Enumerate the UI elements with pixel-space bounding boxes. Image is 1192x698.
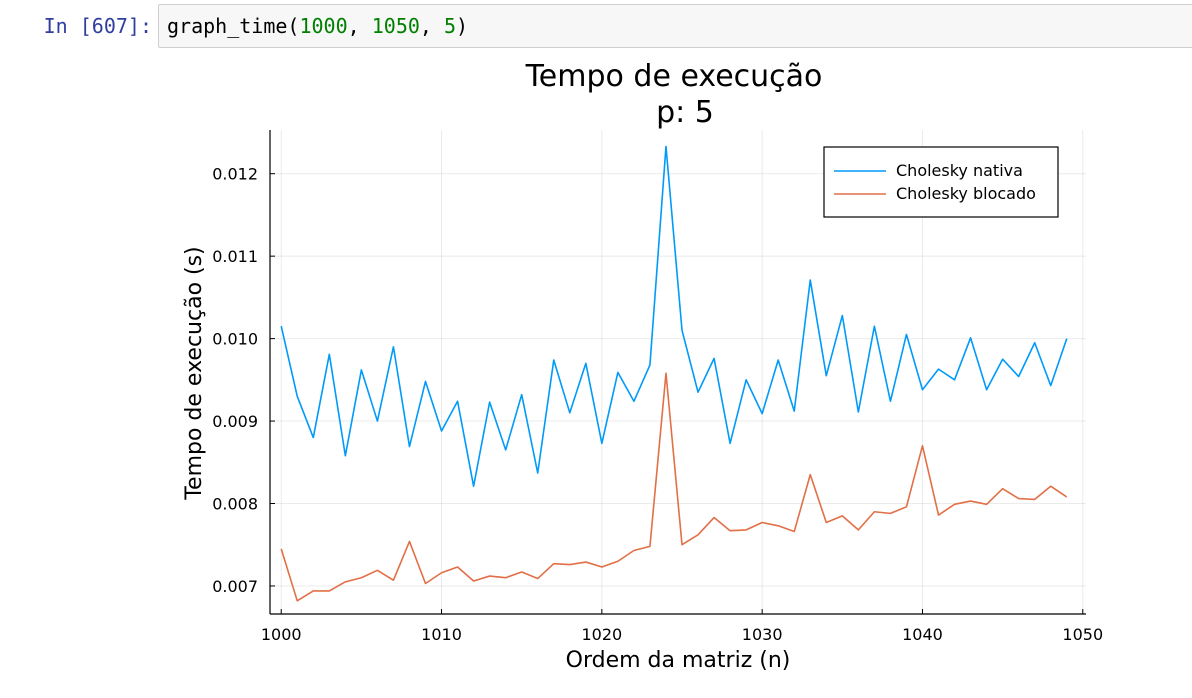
y-axis-label: Tempo de execução (s) xyxy=(182,246,207,500)
x-axis-label: Ordem da matriz (n) xyxy=(566,648,791,673)
legend-box xyxy=(823,146,1059,218)
chart-subtitle: p: 5 xyxy=(656,95,714,130)
y-tick-label: 0.012 xyxy=(212,165,258,184)
legend-label-cholesky-nativa: Cholesky nativa xyxy=(896,161,1023,180)
y-tick-label: 0.011 xyxy=(212,247,258,266)
y-tick-label: 0.009 xyxy=(212,412,258,431)
x-tick-label: 1000 xyxy=(261,625,302,644)
x-tick-label: 1020 xyxy=(581,625,622,644)
y-tick-label: 0.008 xyxy=(212,495,258,514)
y-tick-label: 0.007 xyxy=(212,577,258,596)
cell-prompt: In [607]: xyxy=(43,14,152,38)
code-arg-step: 5 xyxy=(444,14,457,38)
legend-label-cholesky-blocado: Cholesky blocado xyxy=(896,184,1036,203)
series-line-cholesky-blocado xyxy=(280,372,1068,602)
code-input[interactable]: graph_time(1000, 1050, 5) xyxy=(158,4,1192,48)
code-arg-start: 1000 xyxy=(299,14,348,38)
x-tick-label: 1030 xyxy=(742,625,783,644)
execution-time-chart: 1000 1010 1020 1030 1040 1050 0.007 0.008 0.009 0… xyxy=(182,59,1103,673)
x-tick-label: 1050 xyxy=(1062,625,1103,644)
series-layer xyxy=(280,145,1068,602)
code-function-name: graph_time xyxy=(167,14,288,38)
code-arg-end: 1050 xyxy=(371,14,420,38)
code-separator: , xyxy=(419,14,444,38)
legend: Cholesky nativa Cholesky blocado xyxy=(823,146,1059,218)
x-tick-label: 1040 xyxy=(902,625,943,644)
code-close-paren: ) xyxy=(456,14,469,38)
code-open-paren: ( xyxy=(287,14,300,38)
code-separator: , xyxy=(347,14,372,38)
axes-layer: 1000 1010 1020 1030 1040 1050 0.007 0.008 0.009 0… xyxy=(212,130,1103,644)
chart-title: Tempo de execução xyxy=(525,59,823,94)
y-tick-label: 0.010 xyxy=(212,330,258,349)
grid-layer xyxy=(270,130,1086,614)
series-line-cholesky-nativa xyxy=(280,145,1068,488)
x-tick-label: 1010 xyxy=(421,625,462,644)
